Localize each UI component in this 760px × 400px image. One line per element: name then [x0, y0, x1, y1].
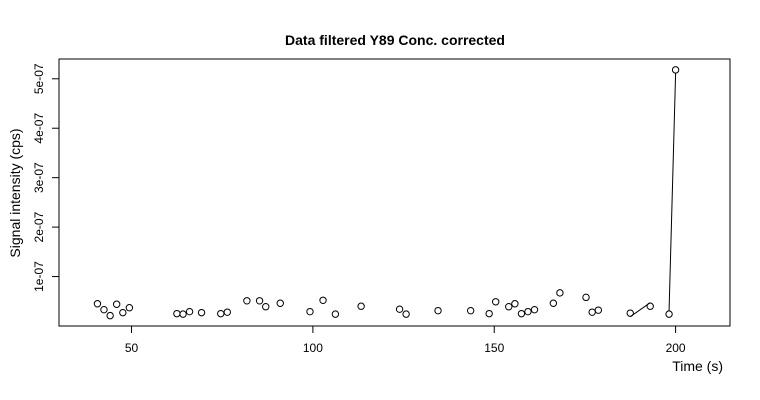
data-point [93, 300, 102, 308]
chart-title: Data filtered Y89 Conc. corrected [285, 32, 505, 48]
y-axis: 1e-07 2e-07 3e-07 4e-07 5e-07 [32, 63, 60, 292]
data-point [185, 307, 194, 316]
data-point [556, 289, 564, 297]
data-point [112, 300, 121, 308]
data-point [491, 298, 500, 306]
data-point [306, 307, 314, 316]
data-point [646, 302, 654, 310]
y-tick-label: 2e-07 [32, 211, 46, 242]
data-point [197, 308, 206, 317]
data-point [626, 309, 634, 317]
plot-frame [58, 58, 731, 327]
data-point [395, 305, 404, 313]
x-axis-label: Time (s) [672, 358, 723, 374]
data-point [511, 300, 519, 308]
y-tick-label: 1e-07 [32, 261, 46, 292]
data-point [276, 299, 284, 307]
data-point [179, 310, 187, 318]
data-point [106, 311, 114, 320]
data-point [588, 308, 596, 316]
data-point [262, 303, 270, 311]
data-point [331, 310, 340, 318]
data-point [173, 309, 181, 318]
y-tick-label: 4e-07 [32, 113, 46, 144]
data-point [665, 310, 673, 318]
data-point [125, 304, 134, 312]
y-tick-label: 3e-07 [32, 162, 46, 193]
data-point [530, 305, 539, 314]
data-point [594, 306, 603, 314]
y-tick-label: 5e-07 [32, 63, 46, 94]
plot-marks [93, 66, 680, 320]
data-point [505, 303, 513, 311]
data-point [466, 306, 475, 315]
data-point [119, 308, 127, 317]
data-point [243, 297, 251, 305]
data-point [255, 297, 264, 305]
data-point [223, 308, 231, 316]
x-tick-label: 50 [125, 341, 139, 355]
x-tick-label: 150 [484, 341, 504, 355]
data-point [549, 299, 558, 307]
data-point [582, 293, 590, 302]
data-point [485, 309, 493, 318]
data-point [319, 296, 327, 304]
x-tick-label: 200 [666, 341, 686, 355]
connecting-line [668, 73, 677, 311]
data-point [434, 306, 442, 315]
y-axis-label: Signal intensity (cps) [7, 128, 23, 257]
data-point [100, 305, 108, 314]
x-tick-label: 100 [303, 341, 323, 355]
data-point [402, 310, 410, 318]
data-point [217, 309, 225, 318]
data-point [517, 309, 526, 318]
x-axis: 50 100 150 200 [125, 325, 686, 355]
data-point [671, 66, 680, 74]
data-point [524, 307, 532, 316]
data-point [357, 302, 365, 310]
